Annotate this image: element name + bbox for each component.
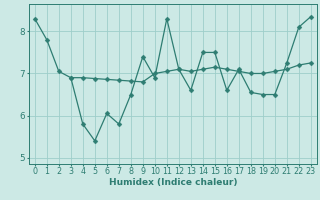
X-axis label: Humidex (Indice chaleur): Humidex (Indice chaleur) xyxy=(108,178,237,187)
